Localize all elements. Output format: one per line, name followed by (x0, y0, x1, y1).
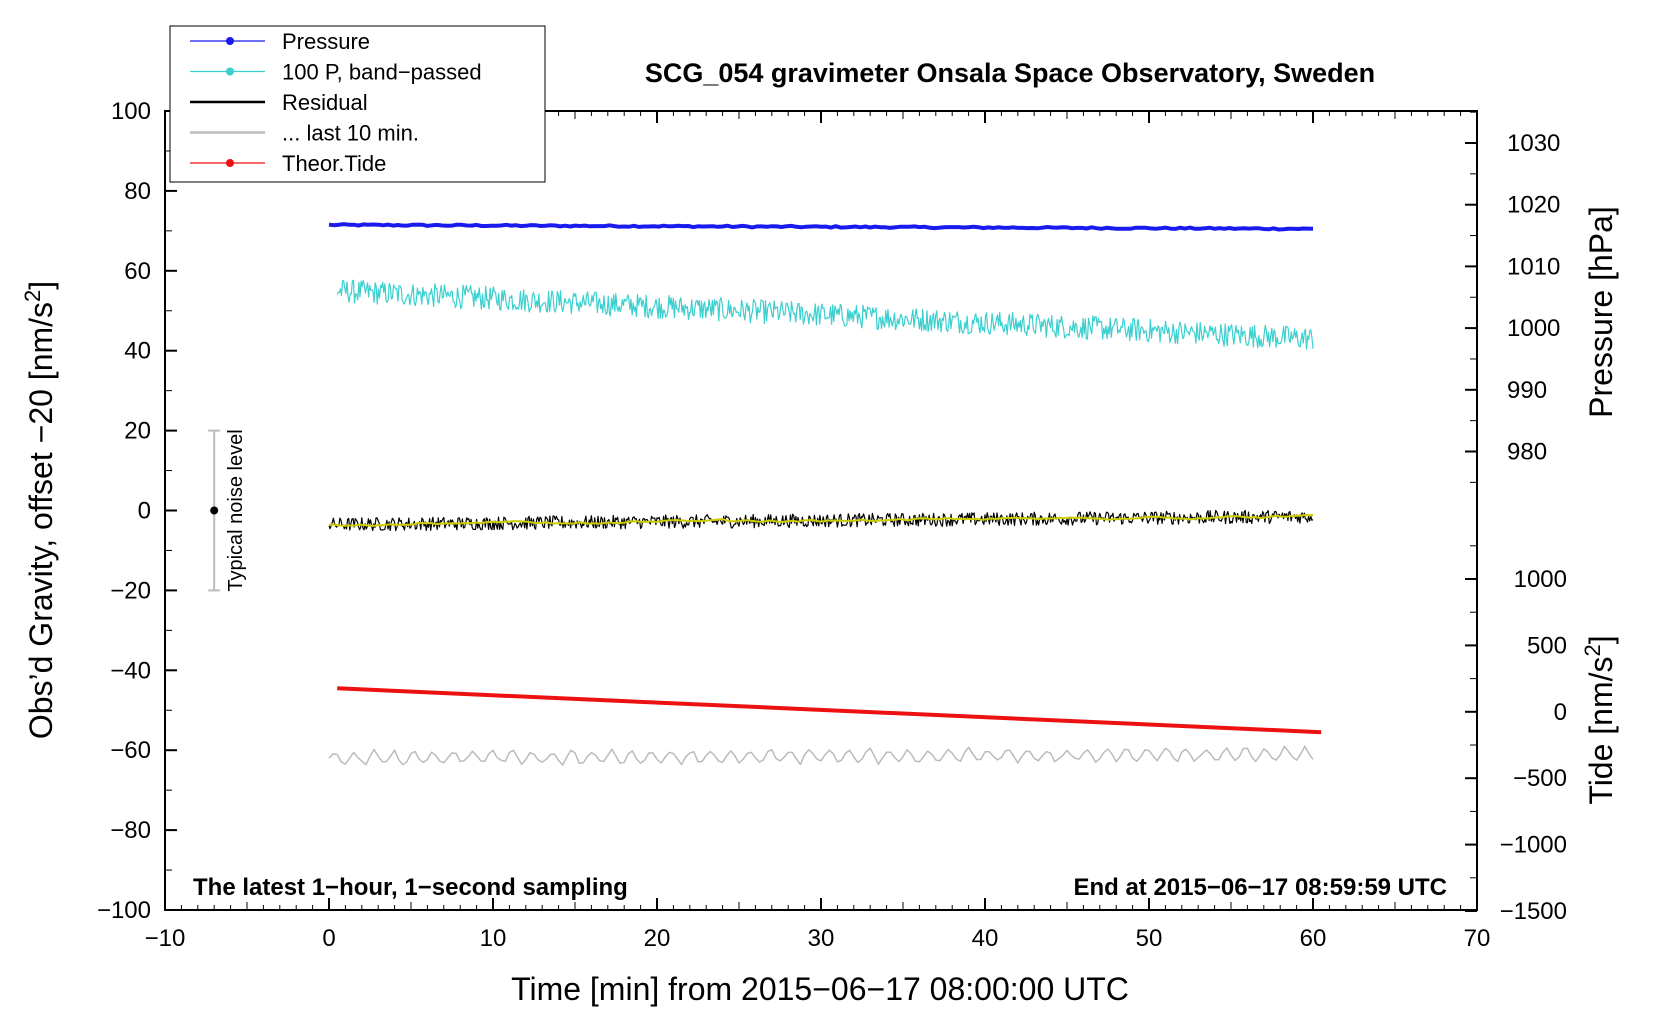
pressure-tick-label: 1010 (1507, 253, 1560, 280)
y-axis-label-tide-main: Tide [nm/s (1583, 656, 1619, 804)
pressure-tick-label: 980 (1507, 439, 1547, 466)
y-tick-label: −100 (97, 897, 151, 924)
series-line-1 (336, 279, 1314, 350)
pressure-tick-label: 1020 (1507, 192, 1560, 219)
y-tick-label: −80 (110, 817, 151, 844)
x-tick-label: −10 (145, 925, 186, 952)
y-tick-label: −60 (110, 737, 151, 764)
tide-tick-label: −500 (1513, 765, 1567, 792)
tide-tick-label: −1500 (1500, 898, 1567, 925)
y-tick-label: 0 (138, 498, 151, 525)
tide-tick-label: −1000 (1500, 832, 1567, 859)
annotation-bottom-left: The latest 1−hour, 1−second sampling (193, 874, 628, 901)
legend: Pressure 100 P, band−passed Residual ... la… (169, 25, 546, 183)
x-tick-label: 60 (1300, 925, 1327, 952)
series-line-5 (337, 686, 1322, 735)
y-tick-label: 40 (124, 338, 151, 365)
pressure-tick-label: 990 (1507, 377, 1547, 404)
noise-level-indicator: Typical noise level (208, 429, 247, 592)
y-tick-label: 60 (124, 258, 151, 285)
y-axis-label-tide: Tide [nm/s2] (1580, 635, 1619, 804)
y-axis-label-left-main: Obs’d Gravity, offset −20 [nm/s (23, 302, 59, 739)
legend-swatch-marker (226, 37, 234, 45)
x-tick-label: 0 (322, 925, 335, 952)
pressure-tick-label: 1030 (1507, 130, 1560, 157)
legend-label: Theor.Tide (282, 151, 386, 176)
legend-label: ... last 10 min. (282, 121, 419, 146)
ticks-layer (164, 110, 1478, 912)
chart-title: SCG_054 gravimeter Onsala Space Observat… (645, 58, 1375, 88)
tide-tick-label: 500 (1527, 632, 1567, 659)
y-axis-label-left-end: ] (23, 281, 59, 290)
y-tick-label: −20 (110, 577, 151, 604)
y-axis-label-left: Obs’d Gravity, offset −20 [nm/s2] (20, 281, 59, 739)
labels-layer: −10 0 10 20 30 40 50 60 70100806040200−20−40−60−… (97, 98, 1567, 952)
x-tick-label: 50 (1136, 925, 1163, 952)
legend-label: Pressure (282, 29, 370, 54)
y-axis-label-tide-sup: 2 (1580, 644, 1605, 656)
y-tick-label: 20 (124, 418, 151, 445)
x-tick-label: 70 (1464, 925, 1491, 952)
legend-label: 100 P, band−passed (282, 60, 482, 85)
y-axis-label-tide-end: ] (1583, 635, 1619, 644)
series-line-2 (328, 509, 1314, 532)
tide-tick-label: 1000 (1514, 566, 1567, 593)
y-axis-label-pressure: Pressure [hPa] (1583, 206, 1619, 418)
legend-swatch-marker (226, 159, 234, 167)
x-tick-label: 30 (808, 925, 835, 952)
x-tick-label: 20 (644, 925, 671, 952)
series-line-3 (328, 513, 1314, 527)
tide-tick-label: 0 (1554, 699, 1567, 726)
legend-label: Residual (282, 90, 368, 115)
series-line-0 (328, 222, 1314, 232)
legend-box (169, 25, 546, 183)
x-axis-label: Time [min] from 2015−06−17 08:00:00 UTC (511, 971, 1129, 1007)
y-axis-label-left-sup: 2 (20, 290, 45, 302)
noise-bar-label: Typical noise level (225, 429, 247, 591)
series-line-4 (328, 745, 1314, 766)
noise-bar-center-dot (210, 506, 219, 515)
pressure-tick-label: 1000 (1507, 315, 1560, 342)
y-tick-label: −40 (110, 657, 151, 684)
y-tick-label: 80 (124, 178, 151, 205)
legend-entries: Pressure 100 P, band−passed Residual ... la… (190, 29, 482, 176)
series-layer (328, 222, 1322, 766)
x-tick-label: 40 (972, 925, 999, 952)
y-tick-label: 100 (111, 98, 151, 125)
x-tick-label: 10 (480, 925, 507, 952)
legend-swatch-marker (226, 67, 234, 76)
annotation-bottom-right: End at 2015−06−17 08:59:59 UTC (1073, 874, 1447, 901)
